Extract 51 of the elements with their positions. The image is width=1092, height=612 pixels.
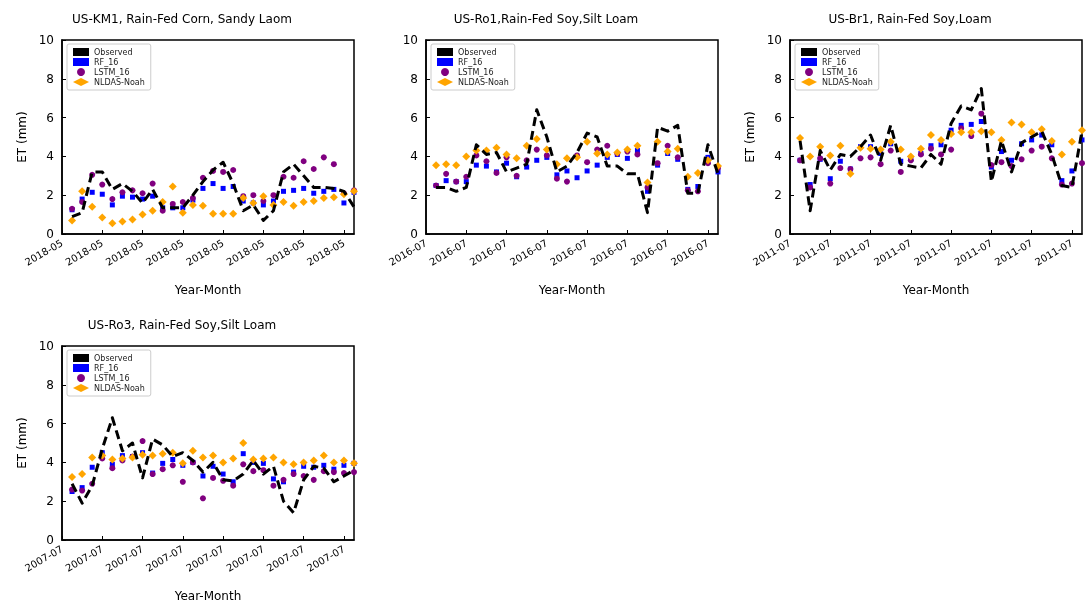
- y-tick-label: 8: [46, 71, 54, 86]
- y-tick-label: 0: [410, 227, 418, 241]
- legend-label: RF_16: [94, 57, 119, 67]
- x-axis-title: Year-Month: [173, 283, 242, 297]
- y-tick-label: 10: [766, 33, 782, 47]
- y-tick-label: 10: [38, 33, 54, 47]
- y-tick-label: 4: [46, 455, 54, 470]
- legend-label: LSTM_16: [94, 67, 130, 77]
- chart-title: US-Ro1,Rain-Fed Soy,Silt Loam: [453, 12, 639, 26]
- legend-label: NLDAS-Noah: [822, 77, 873, 87]
- legend-label: LSTM_16: [458, 67, 494, 77]
- y-tick-label: 6: [46, 416, 54, 431]
- legend-label: Observed: [458, 47, 497, 57]
- y-tick-label: 4: [774, 149, 782, 164]
- legend-label: Observed: [94, 47, 133, 57]
- x-axis-title: Year-Month: [901, 283, 970, 297]
- y-tick-label: 2: [774, 188, 782, 203]
- y-tick-label: 6: [410, 110, 418, 125]
- legend-label: NLDAS-Noah: [94, 383, 145, 393]
- legend-label: Observed: [822, 47, 861, 57]
- chart-title: US-KM1, Rain-Fed Corn, Sandy Laom: [72, 12, 292, 26]
- legend-label: RF_16: [458, 57, 483, 67]
- legend-label: Observed: [94, 353, 133, 363]
- y-tick-label: 2: [46, 494, 54, 509]
- y-tick-label: 2: [410, 188, 418, 203]
- y-tick-label: 6: [46, 110, 54, 125]
- y-tick-label: 8: [46, 377, 54, 392]
- y-tick-label: 2: [46, 188, 54, 203]
- y-axis-title: ET (mm): [14, 417, 29, 469]
- chart-title: US-Ro3, Rain-Fed Soy,Silt Loam: [87, 318, 277, 332]
- legend-label: LSTM_16: [94, 373, 130, 383]
- y-tick-label: 0: [774, 227, 782, 241]
- legend-label: NLDAS-Noah: [94, 77, 145, 87]
- y-tick-label: 0: [46, 227, 54, 241]
- y-tick-label: 4: [46, 149, 54, 164]
- x-axis-title: Year-Month: [173, 589, 242, 603]
- y-tick-label: 10: [402, 33, 418, 47]
- legend-label: LSTM_16: [822, 67, 858, 77]
- y-tick-label: 8: [774, 71, 782, 86]
- legend-label: RF_16: [94, 363, 119, 373]
- legend-label: NLDAS-Noah: [458, 77, 509, 87]
- y-axis-title: ET (mm): [742, 111, 757, 163]
- chart-title: US-Br1, Rain-Fed Soy,Loam: [828, 12, 992, 26]
- legend-label: RF_16: [822, 57, 847, 67]
- y-axis-title: ET (mm): [14, 111, 29, 163]
- x-axis-title: Year-Month: [537, 283, 606, 297]
- y-tick-label: 10: [38, 339, 54, 353]
- y-tick-label: 0: [46, 533, 54, 547]
- y-tick-label: 8: [410, 71, 418, 86]
- y-tick-label: 6: [774, 110, 782, 125]
- y-tick-label: 4: [410, 149, 418, 164]
